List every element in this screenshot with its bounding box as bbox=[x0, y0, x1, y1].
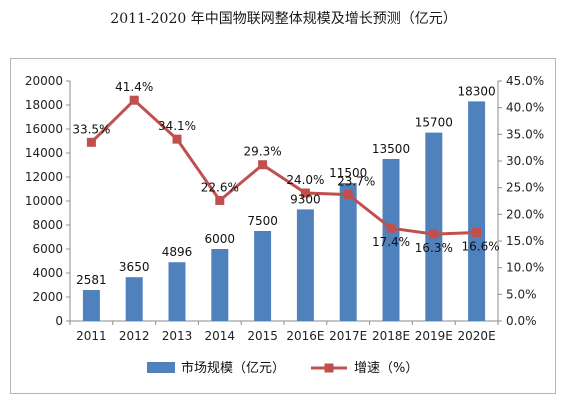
growth-marker bbox=[472, 227, 482, 237]
bar bbox=[296, 209, 314, 321]
growth-value-label: 16.3% bbox=[415, 241, 453, 255]
bar-value-label: 2581 bbox=[76, 273, 107, 287]
growth-marker bbox=[343, 190, 353, 200]
growth-value-label: 17.4% bbox=[372, 235, 410, 249]
bar-value-label: 3650 bbox=[119, 260, 150, 274]
growth-value-label: 41.4% bbox=[115, 80, 153, 94]
legend-bar-swatch bbox=[147, 362, 175, 373]
bar bbox=[468, 101, 486, 322]
bar bbox=[168, 262, 186, 321]
bar-value-label: 18300 bbox=[458, 84, 496, 98]
bar-value-label: 9300 bbox=[290, 192, 321, 206]
bar bbox=[339, 183, 357, 321]
chart-title: 2011-2020 年中国物联网整体规模及增长预测（亿元） bbox=[110, 11, 457, 27]
left-tick-label: 2000 bbox=[32, 290, 63, 304]
left-tick-label: 0 bbox=[55, 314, 63, 328]
growth-marker bbox=[429, 229, 439, 239]
left-tick-label: 20000 bbox=[25, 74, 63, 88]
growth-value-label: 29.3% bbox=[244, 145, 282, 159]
x-tick-label: 2018E bbox=[372, 329, 410, 343]
growth-marker bbox=[300, 188, 310, 198]
growth-value-label: 33.5% bbox=[72, 122, 110, 136]
x-tick-label: 2016E bbox=[286, 329, 324, 343]
bar-value-label: 13500 bbox=[372, 142, 410, 156]
growth-value-label: 24.0% bbox=[286, 173, 324, 187]
legend-bar-label: 市场规模（亿元） bbox=[181, 360, 285, 376]
left-tick-label: 6000 bbox=[32, 242, 63, 256]
bar bbox=[254, 231, 272, 321]
right-tick-label: 25.0% bbox=[506, 181, 544, 195]
bar-value-label: 6000 bbox=[205, 232, 236, 246]
bar bbox=[125, 277, 143, 321]
x-tick-label: 2019E bbox=[415, 329, 453, 343]
right-tick-label: 35.0% bbox=[506, 127, 544, 141]
right-tick-label: 40.0% bbox=[506, 101, 544, 115]
bar-value-label: 11500 bbox=[329, 166, 367, 180]
right-tick-label: 20.0% bbox=[506, 207, 544, 221]
bar bbox=[82, 290, 100, 321]
growth-line bbox=[90, 98, 477, 236]
right-tick-label: 0.0% bbox=[506, 314, 537, 328]
growth-value-label: 23.7% bbox=[337, 175, 375, 189]
left-tick-label: 14000 bbox=[25, 146, 63, 160]
bar bbox=[425, 132, 443, 321]
right-tick-label: 30.0% bbox=[506, 154, 544, 168]
bar-value-label: 7500 bbox=[247, 214, 278, 228]
left-tick-label: 4000 bbox=[32, 266, 63, 280]
growth-marker bbox=[386, 223, 396, 233]
bar bbox=[211, 249, 229, 321]
right-tick-label: 10.0% bbox=[506, 261, 544, 275]
left-tick-label: 18000 bbox=[25, 98, 63, 112]
x-tick-label: 2015 bbox=[247, 329, 278, 343]
chart-frame bbox=[10, 58, 556, 394]
right-tick-label: 45.0% bbox=[506, 74, 544, 88]
x-tick-label: 2017E bbox=[329, 329, 367, 343]
growth-marker bbox=[258, 160, 268, 170]
growth-marker bbox=[129, 95, 139, 105]
left-tick-label: 8000 bbox=[32, 218, 63, 232]
x-tick-label: 2020E bbox=[458, 329, 496, 343]
x-tick-label: 2011 bbox=[76, 329, 107, 343]
x-tick-label: 2012 bbox=[119, 329, 150, 343]
bar bbox=[382, 159, 400, 321]
growth-value-label: 34.1% bbox=[158, 119, 196, 133]
right-tick-label: 15.0% bbox=[506, 234, 544, 248]
left-tick-label: 10000 bbox=[25, 194, 63, 208]
growth-value-label: 22.6% bbox=[201, 180, 239, 194]
x-tick-label: 2014 bbox=[205, 329, 236, 343]
x-tick-label: 2013 bbox=[162, 329, 193, 343]
left-tick-label: 12000 bbox=[25, 170, 63, 184]
growth-marker bbox=[172, 134, 182, 144]
bar-value-label: 15700 bbox=[415, 116, 453, 130]
growth-value-label: 16.6% bbox=[462, 239, 500, 253]
growth-marker bbox=[86, 137, 96, 147]
legend-line-marker bbox=[324, 363, 334, 373]
right-tick-label: 5.0% bbox=[506, 287, 537, 301]
bar-value-label: 4896 bbox=[162, 245, 193, 259]
legend-line-label: 增速（%） bbox=[354, 361, 418, 376]
left-tick-label: 16000 bbox=[25, 122, 63, 136]
growth-marker bbox=[215, 195, 225, 205]
